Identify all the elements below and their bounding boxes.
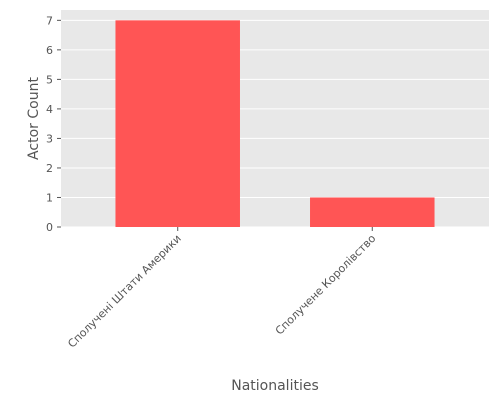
x-axis-ticks: Сполучені Штати Америки Сполучене Королів…	[65, 227, 379, 351]
x-axis-title: Nationalities	[231, 378, 319, 394]
x-tick-label: Сполучене Королівство	[273, 232, 379, 338]
y-tick-label: 3	[46, 132, 53, 145]
y-axis-ticks: 0 1 2 3 4 5 6 7	[46, 14, 61, 234]
bar	[115, 20, 240, 228]
y-axis-title: Actor Count	[26, 77, 42, 160]
y-tick-label: 2	[46, 162, 53, 175]
bars	[115, 20, 435, 228]
y-tick-label: 1	[46, 191, 53, 204]
bar	[310, 197, 435, 227]
y-tick-label: 7	[46, 14, 53, 27]
y-tick-label: 5	[46, 73, 53, 86]
y-tick-label: 0	[46, 221, 53, 234]
x-tick-label: Сполучені Штати Америки	[65, 232, 184, 351]
y-tick-label: 4	[46, 103, 53, 116]
y-tick-label: 6	[46, 44, 53, 57]
